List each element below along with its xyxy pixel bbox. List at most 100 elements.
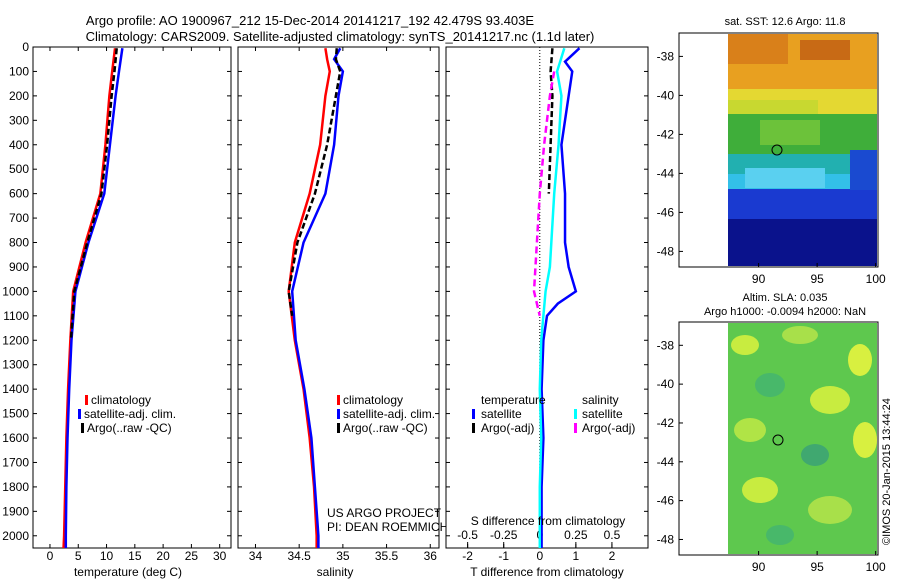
x-tick-label: 10 [100,549,114,563]
map-x-tick-label: 95 [810,272,824,286]
temperature-xlabel: temperature (deg C) [74,565,182,579]
temperature-axes [32,46,232,549]
legend-swatch-climatology [85,395,88,405]
x2-tick-label: 0.5 [604,528,621,542]
difference-legend: temperature salinity satellite Argo(-adj… [472,393,635,435]
series-line-satelliteadjclim [290,47,345,548]
sst-map-ticks: -38 -40 -42 -44 -46 -48 90 95 100 [657,49,886,286]
y-tick-label: 1300 [2,358,29,372]
y-tick-label: 1700 [2,455,29,469]
temperature-plot: 0100200300400500600700800900100011001200… [2,40,231,563]
map-x-tick-label: 95 [810,560,824,574]
x-tick-label: -2 [462,549,473,563]
sla-map-title1: Altim. SLA: 0.035 [743,292,828,304]
map-x-tick-label: 100 [866,560,886,574]
map-y-tick-label: -42 [657,127,675,141]
legend-swatch-argo [337,423,340,433]
y-tick-label: 1800 [2,480,29,494]
y-tick-label: 1500 [2,407,29,421]
x-tick-label: 15 [128,549,142,563]
difference-xlabel: T difference from climatology [470,565,624,579]
legend-label-climatology: climatology [91,393,151,407]
y-tick-label: 200 [9,89,29,103]
x-tick-label: 25 [185,549,199,563]
map-y-tick-label: -46 [657,494,675,508]
series-line-salinity-argoadj [532,71,556,317]
salinity-plot: 34 34.5 35 35.5 36 [238,46,439,563]
x-tick-label: -1 [498,549,509,563]
legend-title-temperature: temperature [481,393,546,407]
figure-title-line1: Argo profile: AO 1900967_212 15-Dec-2014… [86,13,534,28]
map-y-tick-label: -40 [657,88,675,102]
map-y-tick-label: -44 [657,166,675,180]
salinity-panel: 34 34.5 35 35.5 36 salinity climatology sate… [237,46,448,579]
legend-swatch-temp-argo [472,423,475,433]
salinity-xlabel: salinity [317,565,354,579]
x-tick-label: 34.5 [287,549,311,563]
y-tick-label: 1200 [2,333,29,347]
x-tick-label: 35.5 [375,549,399,563]
y-tick-label: 1100 [3,309,29,323]
legend-swatch-climatology [337,395,340,405]
legend-label-argo: Argo(..raw -QC) [343,421,428,435]
sla-map-panel: Altim. SLA: 0.035 Argo h1000: -0.0094 h2… [657,292,886,574]
x2-tick-label: -0.25 [490,528,518,542]
y-tick-label: 2000 [2,529,29,543]
sla-map-title2: Argo h1000: -0.0094 h2000: NaN [704,306,866,318]
figure-title-line2: Climatology: CARS2009. Satellite-adjuste… [86,29,595,44]
x2-tick-label: -0.5 [457,528,478,542]
x-tick-label: 20 [156,549,170,563]
legend-label-satellite: satellite-adj. clim. [343,407,435,421]
y-tick-label: 700 [9,211,29,225]
x-tick-label: 36 [424,549,438,563]
sla-map-image [728,323,877,554]
x-tick-label: 1 [573,549,580,563]
map-y-tick-label: -48 [657,244,675,258]
credit-line2: PI: DEAN ROEMMICH [327,520,448,534]
difference-x2label: S difference from climatology [471,514,626,528]
legend-label-sal-argo: Argo(-adj) [582,421,635,435]
map-y-tick-label: -48 [657,532,675,546]
sst-map-title: sat. SST: 12.6 Argo: 11.8 [725,16,846,28]
y-tick-label: 100 [9,64,29,78]
legend-label-climatology: climatology [343,393,403,407]
y-tick-label: 600 [9,187,29,201]
legend-swatch-sal-satellite [574,409,577,419]
footer-timestamp-container: ©IMOS 20-Jan-2015 13:44:24 [881,398,893,546]
sst-map-panel: sat. SST: 12.6 Argo: 11.8 -38 -40 -42 -44 -4… [657,16,886,286]
footer-timestamp: ©IMOS 20-Jan-2015 13:44:24 [881,398,893,545]
y-tick-label: 1600 [2,431,29,445]
series-line-argorawqc [69,48,118,341]
legend-label-temp-satellite: satellite [481,407,522,421]
legend-label-temp-argo: Argo(-adj) [481,421,534,435]
x-tick-label: 5 [75,549,82,563]
salinity-legend: climatology satellite-adj. clim. Argo(..… [337,393,435,435]
legend-label-sal-satellite: satellite [582,407,623,421]
y-tick-label: 800 [9,236,29,250]
legend-swatch-sal-argo [574,423,577,433]
x-tick-label: 0 [536,549,543,563]
salinity-axes [237,46,440,549]
argo-float-marker [772,434,784,446]
y-tick-label: 500 [9,162,29,176]
difference-panel: -2 -1 0 1 2-0.5 -0.25 0 0.25 0.5 T difference fr… [445,46,649,579]
x-tick-label: 0 [47,549,54,563]
legend-label-argo: Argo(..raw -QC) [87,421,172,435]
y-tick-label: 1000 [2,284,29,298]
sla-map-ticks: -38 -40 -42 -44 -46 -48 90 95 100 [657,338,886,574]
y-tick-label: 1400 [2,382,29,396]
series-line-temperature-argoadj [547,48,554,194]
difference-axes [445,46,649,549]
map-x-tick-label: 100 [866,272,886,286]
x2-tick-label: 0.25 [564,528,588,542]
temperature-legend: climatology satellite-adj. clim. Argo(..… [78,393,176,435]
legend-swatch-satellite [337,409,340,419]
y-tick-label: 900 [9,260,29,274]
credit-line1: US ARGO PROJECT [327,506,442,520]
legend-swatch-satellite [78,409,81,419]
legend-swatch-temp-satellite [472,409,475,419]
map-y-tick-label: -46 [657,205,675,219]
legend-label-satellite: satellite-adj. clim. [84,407,176,421]
map-y-tick-label: -38 [657,49,675,63]
